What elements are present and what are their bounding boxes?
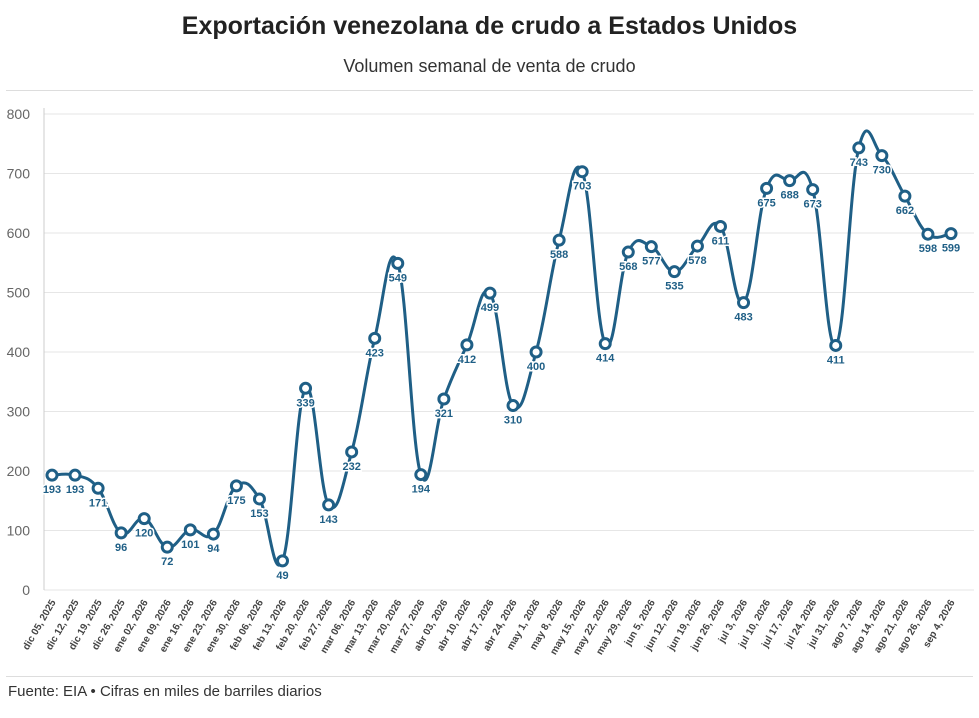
data-point <box>852 141 866 155</box>
data-point <box>229 479 243 493</box>
y-tick-label: 200 <box>7 463 31 479</box>
data-point <box>345 445 359 459</box>
data-label: 400 <box>527 361 545 373</box>
data-label: 549 <box>389 272 407 284</box>
source-note: Fuente: EIA • Cifras en miles de barrile… <box>8 683 322 700</box>
data-label: 193 <box>43 484 61 496</box>
series-line <box>51 129 952 567</box>
data-label: 662 <box>896 205 914 217</box>
data-label: 743 <box>850 157 868 169</box>
footer-divider <box>6 676 973 677</box>
data-point <box>898 189 912 203</box>
data-point <box>183 523 197 537</box>
data-label: 611 <box>712 235 730 247</box>
data-point <box>460 338 474 352</box>
data-point <box>506 399 520 413</box>
data-label: 193 <box>66 484 84 496</box>
data-point <box>437 392 451 406</box>
data-label: 568 <box>619 261 637 273</box>
data-label: 72 <box>161 556 173 568</box>
header-divider <box>6 90 973 91</box>
data-point <box>414 468 428 482</box>
data-label: 120 <box>135 528 153 540</box>
data-point <box>322 498 336 512</box>
data-label: 577 <box>642 256 660 268</box>
data-label: 499 <box>481 302 499 314</box>
data-point <box>575 165 589 179</box>
y-tick-label: 700 <box>7 166 31 182</box>
data-label: 483 <box>734 312 752 324</box>
y-tick-label: 100 <box>7 523 31 539</box>
data-point <box>760 181 774 195</box>
data-point <box>114 526 128 540</box>
data-label: 412 <box>458 354 476 366</box>
data-label: 339 <box>296 397 314 409</box>
y-tick-label: 800 <box>7 106 31 122</box>
y-tick-label: 400 <box>7 344 31 360</box>
data-point <box>644 240 658 254</box>
y-tick-label: 600 <box>7 225 31 241</box>
chart-title: Exportación venezolana de crudo a Estado… <box>181 12 798 40</box>
data-point <box>137 512 151 526</box>
data-point <box>483 286 497 300</box>
data-point <box>276 554 290 568</box>
data-label: 675 <box>757 197 775 209</box>
data-label: 232 <box>342 461 360 473</box>
data-label: 703 <box>573 181 591 193</box>
data-point <box>252 492 266 506</box>
data-point <box>160 540 174 554</box>
data-point <box>45 468 59 482</box>
data-label: 310 <box>504 415 522 427</box>
data-label: 175 <box>227 495 245 507</box>
y-tick-label: 0 <box>22 582 30 598</box>
data-point <box>552 233 566 247</box>
data-point <box>598 337 612 351</box>
data-label: 578 <box>688 255 706 267</box>
data-point <box>667 265 681 279</box>
data-label: 673 <box>804 199 822 211</box>
data-point <box>529 345 543 359</box>
chart-subtitle: Volumen semanal de venta de crudo <box>343 56 636 76</box>
data-point <box>391 256 405 270</box>
data-label: 94 <box>207 543 220 555</box>
data-label: 143 <box>319 514 337 526</box>
data-point <box>91 481 105 495</box>
data-label: 535 <box>665 281 683 293</box>
data-label: 96 <box>115 542 127 554</box>
data-point <box>621 245 635 259</box>
data-label: 49 <box>276 570 288 582</box>
data-point <box>690 239 704 253</box>
data-point <box>713 219 727 233</box>
data-label: 411 <box>827 354 845 366</box>
data-label: 101 <box>181 539 199 551</box>
y-tick-label: 300 <box>7 404 31 420</box>
data-label: 730 <box>873 165 891 177</box>
data-point <box>921 227 935 241</box>
data-point <box>737 296 751 310</box>
y-tick-label: 500 <box>7 285 31 301</box>
data-label: 423 <box>366 347 384 359</box>
data-label: 194 <box>412 484 431 496</box>
data-point <box>68 468 82 482</box>
data-label: 153 <box>250 508 268 520</box>
data-point <box>806 183 820 197</box>
data-point <box>206 527 220 541</box>
data-label: 599 <box>942 243 960 255</box>
data-point <box>299 381 313 395</box>
data-point <box>783 174 797 188</box>
data-point <box>875 149 889 163</box>
data-point <box>944 227 958 241</box>
data-label: 588 <box>550 249 568 261</box>
data-label: 688 <box>780 190 798 202</box>
data-label: 598 <box>919 243 937 255</box>
data-label: 414 <box>596 353 615 365</box>
data-point <box>829 338 843 352</box>
data-label: 171 <box>89 497 107 509</box>
data-point <box>368 331 382 345</box>
data-label: 321 <box>435 408 453 420</box>
